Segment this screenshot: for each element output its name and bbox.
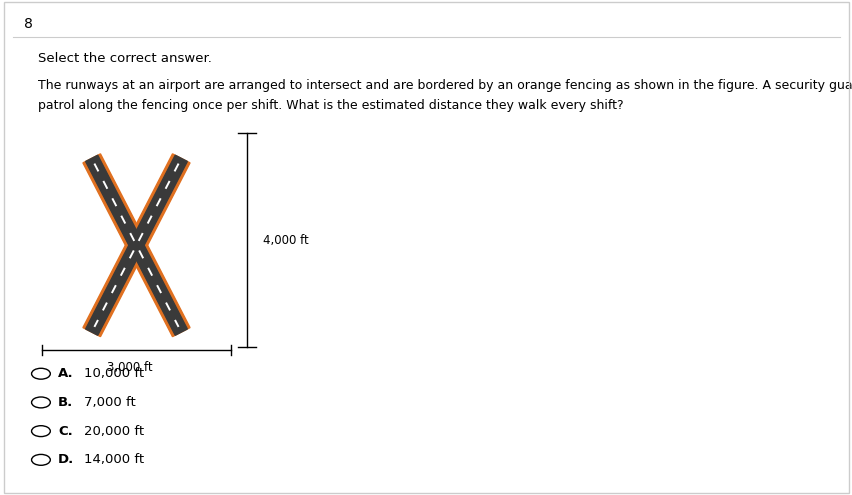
Text: 14,000 ft: 14,000 ft: [83, 453, 143, 466]
Polygon shape: [85, 155, 187, 335]
Text: 20,000 ft: 20,000 ft: [83, 425, 143, 438]
Text: 7,000 ft: 7,000 ft: [83, 396, 135, 409]
Text: A.: A.: [58, 367, 73, 380]
Text: 4,000 ft: 4,000 ft: [263, 234, 308, 247]
Text: 10,000 ft: 10,000 ft: [83, 367, 143, 380]
Text: 8: 8: [24, 17, 32, 31]
Text: D.: D.: [58, 453, 74, 466]
Polygon shape: [83, 154, 190, 337]
Text: 3,000 ft: 3,000 ft: [106, 361, 153, 374]
Text: B.: B.: [58, 396, 73, 409]
Polygon shape: [83, 154, 190, 337]
Polygon shape: [85, 155, 187, 335]
Text: The runways at an airport are arranged to intersect and are bordered by an orang: The runways at an airport are arranged t…: [38, 79, 852, 92]
Text: C.: C.: [58, 425, 72, 438]
Text: Select the correct answer.: Select the correct answer.: [38, 52, 212, 65]
Text: patrol along the fencing once per shift. What is the estimated distance they wal: patrol along the fencing once per shift.…: [38, 99, 624, 112]
